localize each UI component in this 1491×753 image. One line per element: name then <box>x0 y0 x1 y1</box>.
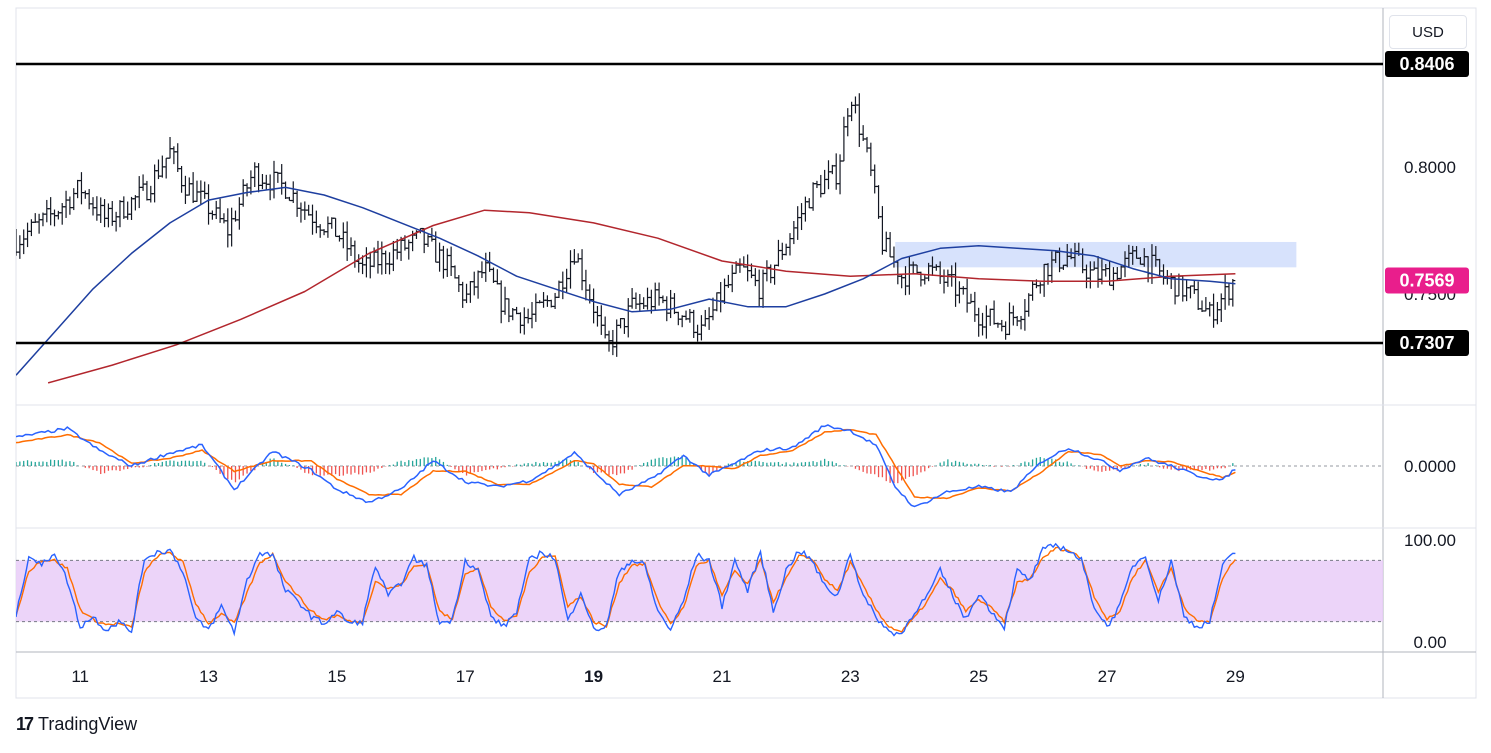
stochastic-tick-label: 100.00 <box>1404 531 1456 550</box>
moving-average-fast <box>16 186 1236 376</box>
time-tick-label: 11 <box>71 667 89 686</box>
stochastic-panel[interactable] <box>16 542 1383 637</box>
price-tick-label: 0.8000 <box>1404 158 1456 177</box>
time-tick-label: 27 <box>1098 667 1117 686</box>
price-panel[interactable] <box>14 62 1384 384</box>
moving-average-slow <box>47 209 1236 384</box>
stochastic-k-line <box>16 542 1236 637</box>
price-tag-label: 0.7307 <box>1399 333 1454 353</box>
time-tick-label: 17 <box>456 667 475 686</box>
time-tick-label: 13 <box>199 667 218 686</box>
resistance-price-tag: 0.8406 <box>1385 51 1469 77</box>
macd-line <box>16 424 1236 508</box>
stochastic-tick-label: 0.00 <box>1413 633 1446 652</box>
currency-selector[interactable]: USD <box>1389 15 1467 49</box>
brand-name: TradingView <box>38 714 138 734</box>
time-tick-label: 29 <box>1226 667 1245 686</box>
outer-frame <box>15 7 1477 699</box>
support-price-tag: 0.7307 <box>1385 330 1469 356</box>
macd-signal-line <box>16 428 1236 500</box>
tradingview-brand[interactable]: 17 TradingView <box>16 714 137 735</box>
stochastic-d-line <box>16 546 1236 633</box>
macd-tick-label: 0.0000 <box>1404 457 1456 476</box>
time-tick-label: 15 <box>327 667 346 686</box>
candles <box>16 93 1236 357</box>
current-price-tag: 0.7569 <box>1385 267 1469 294</box>
time-tick-label: 19 <box>584 667 603 686</box>
tradingview-logo-icon: 17 <box>16 714 34 734</box>
currency-label: USD <box>1412 23 1444 41</box>
time-axis[interactable]: 11 13 15 17 19 21 23 25 27 29 <box>71 667 1245 686</box>
macd-panel[interactable] <box>16 424 1383 508</box>
price-tag-label: 0.7569 <box>1399 270 1454 290</box>
time-tick-label: 25 <box>969 667 988 686</box>
time-tick-label: 23 <box>841 667 860 686</box>
price-tag-label: 0.8406 <box>1399 54 1454 74</box>
price-axis[interactable]: 0.80000.75000.0000100.000.000.84060.7307… <box>1385 51 1469 652</box>
macd-histogram <box>16 455 1234 484</box>
time-tick-label: 21 <box>713 667 732 686</box>
